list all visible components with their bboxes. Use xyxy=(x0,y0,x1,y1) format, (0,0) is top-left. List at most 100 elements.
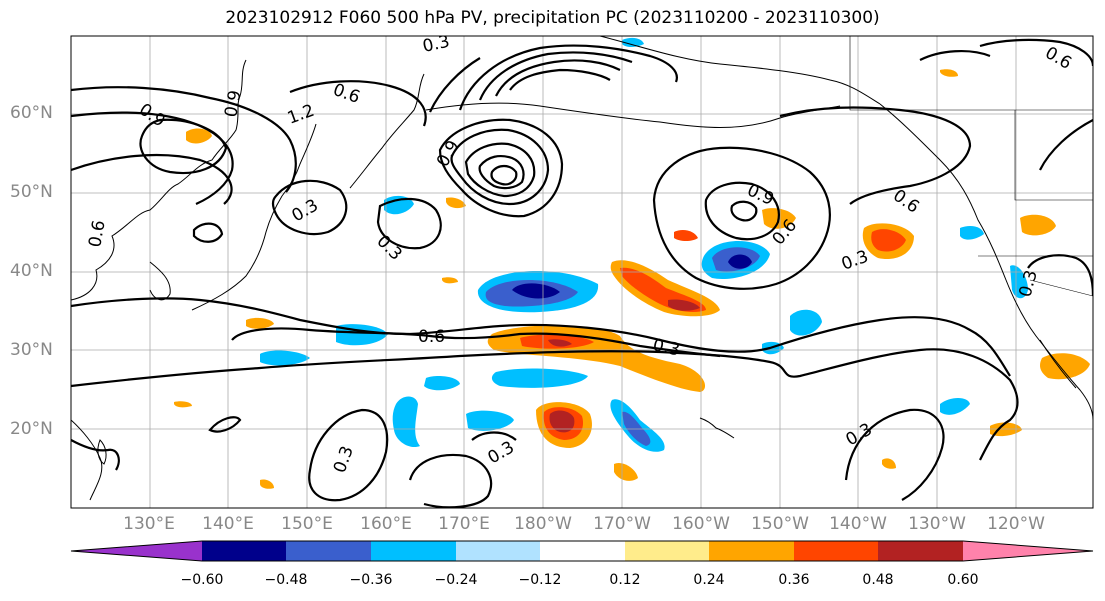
precip-pos-blob xyxy=(940,69,958,77)
hawaii-islands xyxy=(699,417,735,439)
coastline-baja xyxy=(1039,339,1077,389)
colorbar-tick: −0.36 xyxy=(349,572,393,588)
contour-label: 0.3 xyxy=(421,32,452,57)
colorbar-segment xyxy=(456,541,540,561)
colorbar-tick: −0.24 xyxy=(434,572,478,588)
lon-label: 180°W xyxy=(514,514,572,534)
coastlines xyxy=(71,36,1093,501)
precip-pos-blob xyxy=(246,317,274,329)
lon-label: 150°E xyxy=(281,514,333,534)
pv-contour xyxy=(478,155,525,190)
pv-contour xyxy=(495,59,621,97)
pv-contour xyxy=(428,57,481,113)
colorbar-tick: 0.12 xyxy=(609,572,641,588)
pv-contour xyxy=(208,416,242,433)
precip-pos-blob xyxy=(1020,214,1056,236)
precip-pos-blob xyxy=(260,479,274,489)
colorbar-segment xyxy=(794,541,878,561)
pv-contour xyxy=(71,439,120,471)
precip-pos-blob xyxy=(442,277,458,284)
pv-contour xyxy=(652,146,831,290)
lat-label-40n: 40°N xyxy=(10,261,53,281)
pv-contour xyxy=(376,197,442,250)
precip-pos-blob xyxy=(871,229,906,252)
pv-contour xyxy=(704,181,780,241)
pv-contour xyxy=(730,200,758,222)
colorbar-segment xyxy=(540,541,625,561)
pv-contour xyxy=(464,142,536,198)
colorbar-tick: −0.60 xyxy=(180,572,224,588)
pv-contour xyxy=(979,38,1093,67)
pv-contour xyxy=(308,408,389,502)
lon-label: 140°W xyxy=(829,514,887,534)
precip-pos-blob xyxy=(186,128,212,144)
colorbar-segment xyxy=(286,541,371,561)
lon-label: 120°W xyxy=(987,514,1045,534)
pv-contour xyxy=(271,179,348,236)
colorbar-tick: 0.36 xyxy=(778,572,810,588)
pv-contour xyxy=(478,51,633,101)
pv-contour xyxy=(139,118,228,174)
colorbar-segment xyxy=(371,541,456,561)
colorbar-tick: −0.12 xyxy=(518,572,562,588)
precip-pos-blob xyxy=(674,230,698,241)
precip-pos-blob xyxy=(1040,353,1090,380)
precip-neg-blob xyxy=(491,368,588,388)
precip-neg-blob xyxy=(622,37,644,47)
colorbar-segment xyxy=(709,541,794,561)
coastline-north-america xyxy=(879,103,1093,421)
colorbar-tick: 0.24 xyxy=(693,572,725,588)
coastline-sw-asia xyxy=(71,419,103,501)
precip-pos-blob xyxy=(548,339,572,347)
map-title: 2023102912 F060 500 hPa PV, precipitatio… xyxy=(225,8,880,28)
colorbar-extend-high xyxy=(963,541,1093,561)
colorbar-segment xyxy=(878,541,963,561)
pv-contour xyxy=(450,128,550,206)
pv-contour xyxy=(471,431,517,441)
lon-label: 150°W xyxy=(751,514,809,534)
pv-contour xyxy=(919,49,991,61)
precipitation-shading xyxy=(174,37,1090,489)
coastline-alaska xyxy=(599,36,881,105)
pv-contour xyxy=(71,348,1019,461)
precip-pos-blob xyxy=(446,197,466,209)
pv-contour xyxy=(779,106,972,205)
pv-contour xyxy=(844,408,945,501)
precip-pos-blob xyxy=(549,410,575,433)
colorbar-tick: −0.48 xyxy=(264,572,308,588)
pv-contours xyxy=(71,38,1093,508)
pv-contour xyxy=(1039,119,1093,171)
colorbar-tick: 0.48 xyxy=(862,572,894,588)
coastline-asia xyxy=(71,59,247,301)
lon-label: 140°E xyxy=(202,514,254,534)
pv-contour xyxy=(71,153,233,205)
precip-neg-blob xyxy=(960,226,984,240)
precip-neg-blob xyxy=(728,254,752,269)
contour-label: 0.9 xyxy=(221,89,245,119)
contour-label: 0.6 xyxy=(418,327,445,347)
pv-contour xyxy=(71,86,297,193)
precip-neg-blob xyxy=(512,283,560,299)
pv-contour xyxy=(289,80,427,127)
lat-label-20n: 20°N xyxy=(10,419,53,439)
pv-contour xyxy=(192,222,224,243)
coastline-korea xyxy=(149,261,171,301)
precip-pos-blob xyxy=(882,458,896,469)
coastline-aleutians xyxy=(425,102,841,128)
lon-label: 160°W xyxy=(672,514,730,534)
coastline-taiwan xyxy=(97,439,107,465)
precip-neg-blob xyxy=(1010,265,1028,299)
pv-contour xyxy=(71,297,1011,377)
lat-label-30n: 30°N xyxy=(10,340,53,360)
colorbar-outline xyxy=(70,540,1094,562)
precip-neg-blob xyxy=(940,398,970,415)
lon-label: 170°W xyxy=(593,514,651,534)
precip-pos-blob xyxy=(614,462,638,481)
precip-pos-blob xyxy=(174,401,192,408)
colorbar-segment xyxy=(202,541,286,561)
colorbar-segment xyxy=(625,541,709,561)
colorbar-tick: 0.60 xyxy=(947,572,979,588)
lat-label-60n: 60°N xyxy=(10,103,53,123)
